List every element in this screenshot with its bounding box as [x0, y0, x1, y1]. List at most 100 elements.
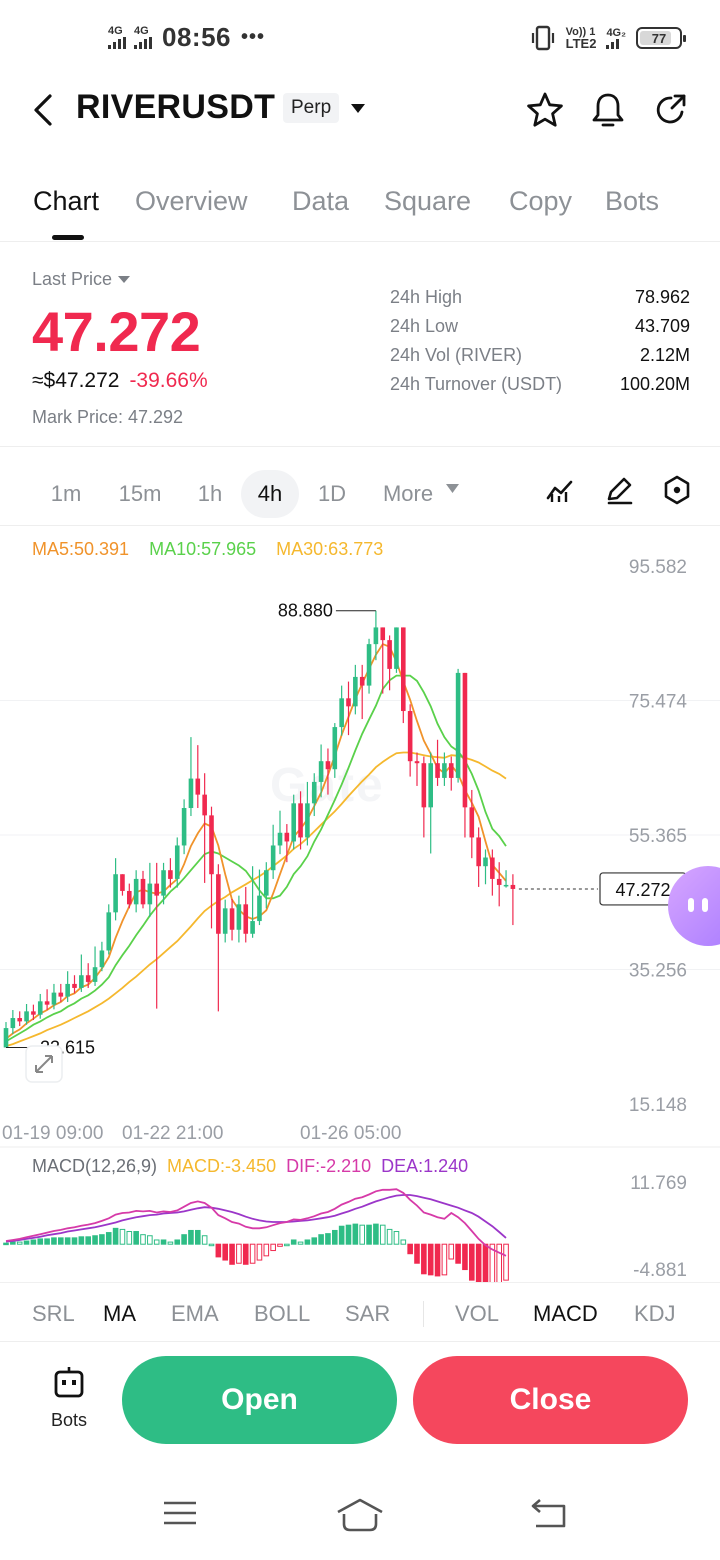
status-bar: 4G 4G 08:56 ••• Vo)) 1 LTE2 4G₂ 77 — [0, 0, 720, 76]
price-summary: Last Price 47.272 ≈$47.272 -39.66% Mark P… — [0, 243, 720, 447]
candle-body — [428, 763, 433, 808]
back-arrow-icon[interactable] — [28, 90, 60, 130]
interval-bar: 1m 15m 1h 4h 1D More — [0, 460, 720, 526]
macd-histogram-bar — [215, 1243, 222, 1258]
ma5-line — [5, 642, 507, 1040]
candle-body — [168, 870, 173, 879]
candle-body — [202, 794, 207, 816]
candle-body — [3, 1028, 9, 1048]
candle-body — [298, 803, 303, 838]
lte-label: LTE2 — [565, 36, 597, 51]
usd-change-row: ≈$47.272 -39.66% — [32, 369, 208, 393]
last-price-selector[interactable]: Last Price — [32, 269, 131, 290]
bots-button[interactable]: Bots — [36, 1365, 102, 1431]
macd-histogram-bar — [489, 1243, 496, 1282]
macd-histogram-bar — [441, 1243, 448, 1276]
indicator-sar[interactable]: SAR — [345, 1301, 391, 1326]
indicator-srl[interactable]: SRL — [32, 1301, 75, 1326]
indicator-ema[interactable]: EMA — [171, 1301, 219, 1326]
indicator-vol[interactable]: VOL — [455, 1301, 500, 1326]
home-icon[interactable] — [336, 1498, 384, 1532]
settings-hex-icon[interactable] — [661, 474, 693, 506]
share-icon[interactable] — [651, 90, 691, 130]
macd-histogram-bar — [503, 1243, 509, 1281]
macd-histogram-bar — [332, 1229, 338, 1245]
candle-body — [106, 912, 112, 951]
candle-body — [414, 761, 420, 764]
candle-body — [339, 698, 344, 728]
macd-histogram-bar — [16, 1241, 23, 1245]
candle-body — [236, 904, 242, 930]
back-icon[interactable] — [530, 1498, 568, 1530]
tab-square[interactable]: Square — [384, 186, 472, 216]
macd-histogram-bar — [58, 1237, 64, 1245]
macd-histogram-bar — [30, 1239, 37, 1245]
candle-body — [37, 1001, 43, 1015]
star-icon[interactable] — [525, 90, 565, 130]
system-nav-bar — [0, 1480, 720, 1560]
macd-chart[interactable]: 11.769 -4.881 — [0, 1148, 720, 1282]
candle-body — [353, 676, 358, 707]
macd-histogram-bar — [277, 1243, 283, 1247]
tab-data[interactable]: Data — [292, 186, 350, 216]
candle-body — [140, 878, 146, 905]
macd-histogram-bar — [379, 1224, 386, 1245]
chart-canvas[interactable]: 95.58275.47455.36535.25615.14888.88023.6… — [0, 528, 720, 1148]
signal-icon: 4G — [108, 26, 126, 49]
interval-more[interactable]: More — [382, 481, 434, 506]
candle-body — [476, 837, 481, 867]
bell-icon[interactable] — [588, 90, 628, 130]
macd-histogram-bar — [23, 1240, 30, 1245]
macd-histogram-bar — [297, 1241, 304, 1245]
interval-1m[interactable]: 1m — [50, 481, 82, 506]
macd-histogram-bar — [270, 1243, 276, 1252]
status-left: 4G 4G 08:56 ••• — [108, 22, 265, 53]
candlestick-chart[interactable]: Gate 95.582 75.474 55.365 35.256 15.148 88.88… — [0, 528, 720, 1148]
macd-histogram-bar — [119, 1228, 126, 1245]
chevron-down-icon[interactable] — [351, 104, 365, 114]
perp-badge[interactable]: Perp — [283, 93, 340, 123]
macd-histogram-bar — [126, 1231, 133, 1245]
chevron-down-icon[interactable] — [446, 484, 459, 494]
candle-body — [120, 874, 125, 891]
close-button[interactable]: Close — [413, 1356, 688, 1444]
dif-value: DIF:-2.210 — [286, 1156, 372, 1176]
price-axis-label: 95.582 — [629, 557, 687, 578]
interval-15m[interactable]: 15m — [118, 481, 162, 506]
stat-low: 24h Low 43.709 — [390, 316, 690, 345]
macd-histogram-bar — [318, 1234, 324, 1245]
indicator-icon[interactable] — [544, 474, 576, 506]
candle-body — [401, 627, 406, 712]
candle-body — [44, 1001, 50, 1005]
open-button[interactable]: Open — [122, 1356, 397, 1444]
menu-icon[interactable] — [162, 1498, 198, 1528]
indicator-boll[interactable]: BOLL — [254, 1301, 311, 1326]
macd-histogram-bar — [414, 1243, 420, 1264]
draw-pen-icon[interactable] — [603, 474, 635, 506]
stat-high: 24h High 78.962 — [390, 287, 690, 316]
battery-icon: 77 — [636, 27, 686, 49]
main-tabs: Chart Overview Data Square Copy Bots — [0, 176, 720, 242]
indicator-kdj[interactable]: KDJ — [634, 1301, 676, 1326]
indicator-macd[interactable]: MACD — [533, 1301, 598, 1326]
macd-histogram-bar — [10, 1241, 16, 1245]
header: RIVERUSDT Perp — [0, 76, 720, 146]
interval-1d[interactable]: 1D — [317, 481, 347, 506]
candle-body — [195, 778, 201, 795]
candle-body — [222, 908, 228, 934]
tab-overview[interactable]: Overview — [135, 186, 248, 216]
interval-1h[interactable]: 1h — [197, 481, 223, 506]
stat-volume: 24h Vol (RIVER) 2.12M — [390, 345, 690, 374]
price-axis-label: 55.365 — [629, 826, 687, 847]
indicator-bar: SRL MA EMA BOLL SAR VOL MACD KDJ — [0, 1282, 720, 1342]
page-title[interactable]: RIVERUSDT — [76, 88, 276, 126]
candle-body — [421, 763, 427, 808]
tab-chart[interactable]: Chart — [33, 186, 100, 216]
macd-histogram-bar — [359, 1224, 365, 1245]
indicator-ma[interactable]: MA — [103, 1301, 136, 1326]
bots-label: Bots — [50, 1410, 88, 1430]
tab-copy[interactable]: Copy — [509, 186, 573, 216]
interval-4h[interactable]: 4h — [241, 470, 299, 518]
chevron-down-icon — [118, 275, 131, 283]
tab-bots[interactable]: Bots — [605, 186, 660, 216]
